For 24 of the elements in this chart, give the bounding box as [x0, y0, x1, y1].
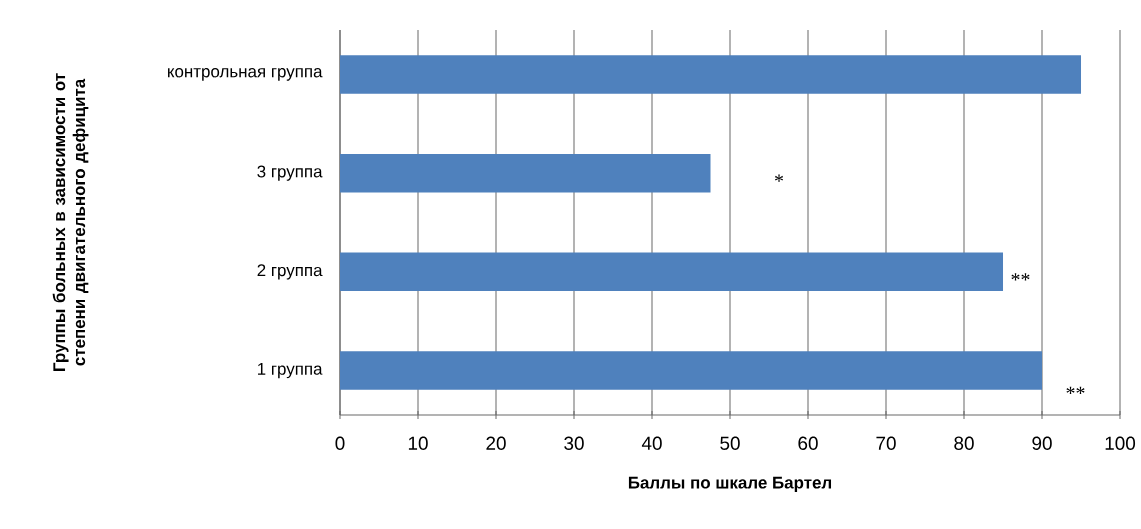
x-tick-label: 70 [876, 436, 896, 450]
x-tick-label: 40 [641, 436, 662, 450]
x-tick-label: 0 [335, 436, 345, 450]
bar [340, 55, 1082, 94]
annotation: ** [1066, 386, 1085, 395]
x-tick-label: 10 [408, 436, 428, 450]
bar [340, 351, 1043, 390]
y-axis-title: Группы больных в зависимости от степени двигательного дефицита [52, 73, 89, 371]
bar [340, 153, 711, 193]
y-tick-label: 1 группа [258, 362, 323, 379]
x-tick-label: 20 [486, 436, 506, 450]
y-tick-label: 2 группа [257, 264, 323, 280]
annotation: * [774, 174, 784, 182]
x-tick-label: 60 [798, 436, 818, 450]
x-tick-label: 80 [954, 436, 974, 450]
x-axis-title: Баллы по шкале Бартел [628, 476, 832, 492]
y-tick-label: контрольная группа [168, 68, 323, 81]
annotation: ** [1011, 273, 1030, 281]
bar [340, 252, 1004, 292]
x-tick-label: 100 [1105, 436, 1136, 450]
x-tick-label: 90 [1032, 436, 1052, 450]
x-tick-label: 30 [564, 436, 584, 450]
y-tick-label: 3 группа [257, 165, 323, 181]
x-tick-label: 50 [720, 436, 740, 450]
